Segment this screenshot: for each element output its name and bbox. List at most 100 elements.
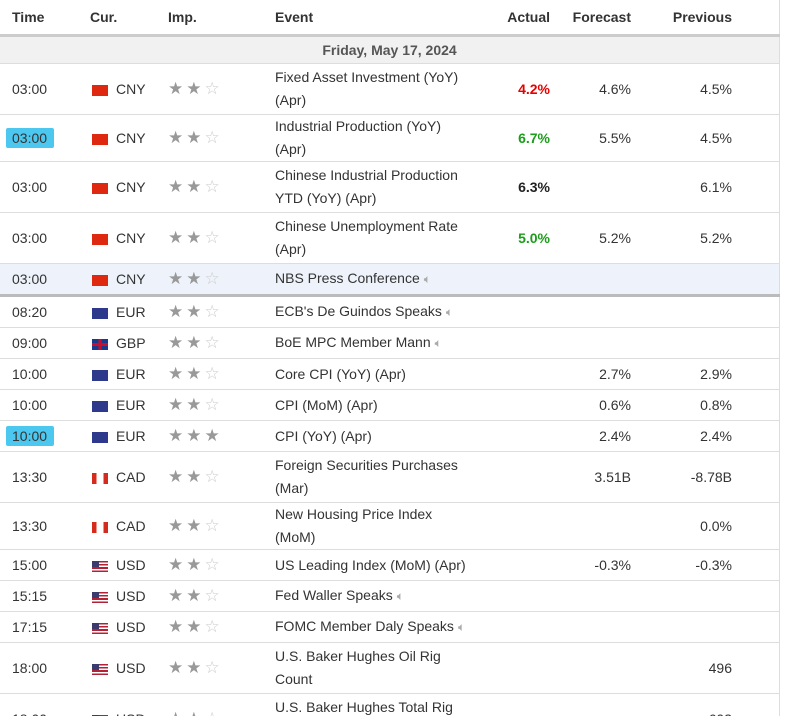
flag-cad-icon [92, 521, 108, 533]
event-row[interactable]: 15:00 USD ★★☆ US Leading Index (MoM) (Ap… [0, 549, 780, 581]
importance-stars: ★★☆ [168, 389, 275, 421]
col-time[interactable]: Time [0, 0, 90, 37]
previous-value: -8.78B [631, 451, 732, 503]
event-name[interactable]: Foreign Securities Purchases (Mar) [275, 457, 458, 496]
event-name[interactable]: Fed Waller Speaks [275, 587, 393, 603]
star-filled-icon: ★ [168, 128, 187, 147]
forecast-value [550, 611, 631, 643]
event-row[interactable]: 13:30 CAD ★★☆ Foreign Securities Purchas… [0, 451, 780, 503]
importance-stars: ★★☆ [168, 114, 275, 162]
event-name[interactable]: Core CPI (YoY) (Apr) [275, 365, 406, 382]
star-filled-icon: ★ [168, 177, 187, 196]
event-row[interactable]: 03:00 CNY ★★☆ NBS Press Conference 🔈︎ [0, 263, 780, 297]
star-filled-icon: ★ [168, 228, 187, 247]
forecast-value [550, 295, 631, 328]
event-time: 17:15 [12, 619, 48, 635]
speaker-icon: 🔈︎ [434, 336, 442, 350]
event-name[interactable]: CPI (MoM) (Apr) [275, 396, 378, 413]
event-row[interactable]: 08:20 EUR ★★☆ ECB's De Guindos Speaks 🔈︎ [0, 295, 780, 328]
event-row[interactable]: 13:30 CAD ★★☆ New Housing Price Index (M… [0, 502, 780, 550]
date-row: Friday, May 17, 2024 [0, 35, 780, 64]
actual-value [475, 358, 550, 390]
event-name[interactable]: U.S. Baker Hughes Total Rig Count [275, 699, 453, 715]
event-row[interactable]: 18:00 USD ★★☆ U.S. Baker Hughes Total Ri… [0, 693, 780, 716]
event-row[interactable]: 15:15 USD ★★☆ Fed Waller Speaks 🔈︎ [0, 580, 780, 612]
star-empty-icon: ☆ [204, 79, 223, 98]
importance-stars: ★★☆ [168, 642, 275, 694]
event-time: 18:00 [12, 711, 47, 716]
previous-value: 496 [631, 642, 732, 694]
event-row[interactable]: 03:00 CNY ★★☆ Industrial Production (YoY… [0, 114, 780, 162]
flag-eur-icon [92, 431, 108, 443]
event-name[interactable]: NBS Press Conference [275, 270, 420, 286]
event-name[interactable]: Chinese Industrial Production YTD (YoY) … [275, 167, 458, 206]
speaker-icon: 🔈︎ [457, 620, 466, 634]
star-empty-icon: ☆ [204, 555, 223, 574]
event-time: 03:00 [12, 81, 48, 97]
currency: CAD [116, 518, 146, 534]
col-event[interactable]: Event [275, 0, 475, 37]
previous-value: 603 [631, 693, 732, 716]
star-filled-icon: ★ [168, 79, 187, 98]
event-name[interactable]: Fixed Asset Investment (YoY) (Apr) [275, 69, 459, 108]
event-name[interactable]: BoE MPC Member Mann [275, 334, 431, 350]
actual-value [475, 611, 550, 643]
star-filled-icon: ★ [186, 617, 205, 636]
event-row[interactable]: 09:00 GBP ★★☆ BoE MPC Member Mann 🔈︎ [0, 327, 780, 359]
importance-stars: ★★☆ [168, 212, 275, 264]
event-name[interactable]: CPI (YoY) (Apr) [275, 427, 372, 444]
event-row[interactable]: 18:00 USD ★★☆ U.S. Baker Hughes Oil Rig … [0, 642, 780, 694]
star-empty-icon: ☆ [204, 228, 223, 247]
event-time: 03:00 [12, 271, 48, 287]
event-row[interactable]: 03:00 CNY ★★☆ Chinese Industrial Product… [0, 161, 780, 213]
event-row[interactable]: 10:00 EUR ★★★ CPI (YoY) (Apr) 2.4% 2.4% [0, 420, 780, 452]
currency: CNY [116, 130, 146, 146]
event-name[interactable]: New Housing Price Index (MoM) [275, 506, 433, 545]
star-filled-icon: ★ [204, 426, 223, 445]
importance-stars: ★★☆ [168, 161, 275, 213]
forecast-value: 0.6% [550, 389, 631, 421]
previous-value: -0.3% [631, 549, 732, 581]
actual-value: 4.2% [475, 63, 550, 115]
actual-value [475, 263, 550, 297]
flag-cny-icon [92, 133, 108, 145]
col-currency[interactable]: Cur. [90, 0, 168, 37]
star-filled-icon: ★ [186, 467, 205, 486]
star-empty-icon: ☆ [204, 516, 223, 535]
star-filled-icon: ★ [168, 302, 187, 321]
event-name[interactable]: U.S. Baker Hughes Oil Rig Count [275, 648, 441, 687]
flag-usd-icon [92, 714, 108, 716]
event-row[interactable]: 17:15 USD ★★☆ FOMC Member Daly Speaks 🔈︎ [0, 611, 780, 643]
star-filled-icon: ★ [168, 395, 187, 414]
event-row[interactable]: 10:00 EUR ★★☆ Core CPI (YoY) (Apr) 2.7% … [0, 358, 780, 390]
forecast-value [550, 327, 631, 359]
event-name[interactable]: US Leading Index (MoM) (Apr) [275, 556, 466, 573]
col-actual[interactable]: Actual [475, 0, 550, 37]
event-name[interactable]: Chinese Unemployment Rate (Apr) [275, 218, 458, 257]
event-name[interactable]: ECB's De Guindos Speaks [275, 303, 442, 319]
event-row[interactable]: 10:00 EUR ★★☆ CPI (MoM) (Apr) 0.6% 0.8% [0, 389, 780, 421]
event-name[interactable]: FOMC Member Daly Speaks [275, 618, 454, 634]
event-row[interactable]: 03:00 CNY ★★☆ Chinese Unemployment Rate … [0, 212, 780, 264]
forecast-value [550, 263, 631, 297]
importance-stars: ★★☆ [168, 63, 275, 115]
forecast-value: 2.7% [550, 358, 631, 390]
col-previous[interactable]: Previous [631, 0, 732, 37]
forecast-value [550, 580, 631, 612]
event-row[interactable]: 03:00 CNY ★★☆ Fixed Asset Investment (Yo… [0, 63, 780, 115]
star-filled-icon: ★ [168, 516, 187, 535]
star-filled-icon: ★ [186, 364, 205, 383]
event-name[interactable]: Industrial Production (YoY) (Apr) [275, 118, 442, 157]
previous-value: 2.4% [631, 420, 732, 452]
star-filled-icon: ★ [186, 269, 205, 288]
col-forecast[interactable]: Forecast [550, 0, 631, 37]
flag-cad-icon [92, 472, 108, 484]
col-importance[interactable]: Imp. [168, 0, 275, 37]
star-filled-icon: ★ [186, 128, 205, 147]
forecast-value: 5.5% [550, 114, 631, 162]
star-empty-icon: ☆ [204, 333, 223, 352]
currency: USD [116, 660, 146, 676]
flag-usd-icon [92, 663, 108, 675]
flag-gbp-icon [92, 338, 108, 350]
flag-usd-icon [92, 622, 108, 634]
